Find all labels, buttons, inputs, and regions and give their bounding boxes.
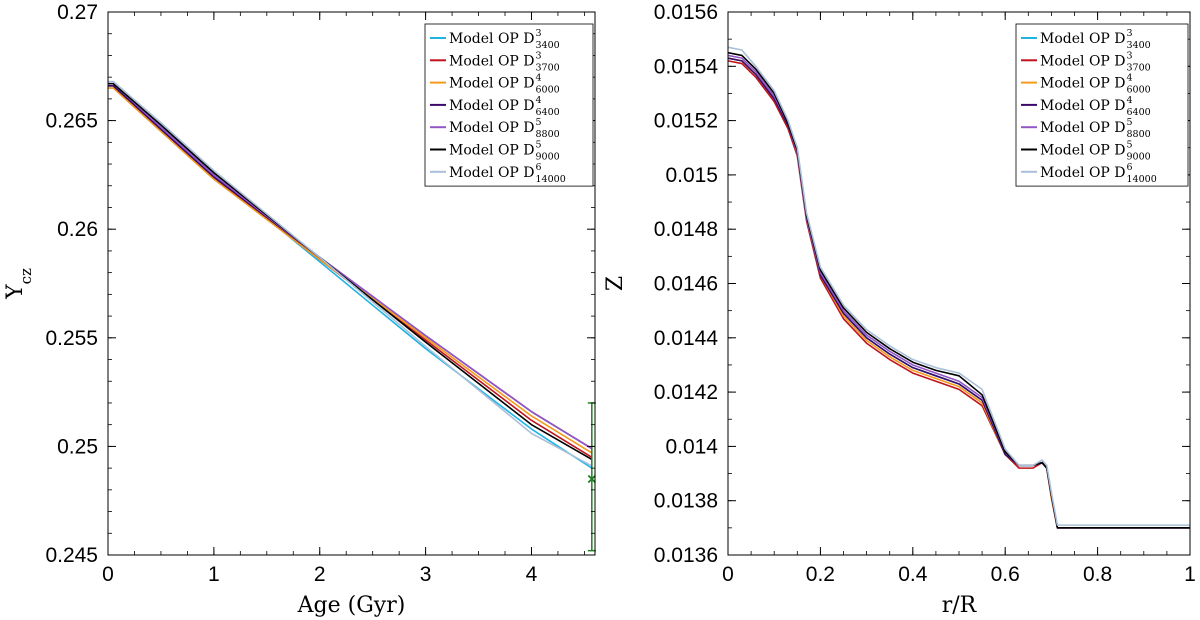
legend-entry-label: Model OP D [1040,98,1126,114]
y-axis-label-subscript: cz [17,268,35,284]
x-tick-label: 0 [722,563,734,586]
legend-entry-label: Model OP D [449,120,535,136]
legend-entry-subscript: 3700 [536,62,560,73]
series-line-6-14000 [728,46,1190,526]
legend-entry-superscript: 4 [1127,73,1133,84]
legend-entry-superscript: 5 [1127,140,1133,151]
y-tick-label: 0.245 [45,544,98,567]
legend-entry-superscript: 3 [536,28,542,39]
legend-entry-subscript: 8800 [536,129,560,140]
y-tick-label: 0.0138 [654,490,718,513]
legend-entry-subscript: 14000 [536,174,566,185]
y-tick-label: 0.0156 [654,1,718,24]
legend-entry-superscript: 5 [1127,117,1133,128]
x-tick-label: 3 [420,563,432,586]
legend-entry-superscript: 4 [536,95,542,106]
y-tick-label: 0.0154 [654,55,719,78]
series-group [108,80,593,469]
legend-entry-superscript: 5 [536,140,542,151]
y-tick-label: 0.27 [57,1,98,24]
legend-box [424,23,594,187]
y-tick-label: 0.0142 [654,381,718,404]
legend-entry-label: Model OP D [449,53,535,69]
x-tick-label: 2 [314,563,326,586]
legend-entry-label: Model OP D [449,76,535,92]
legend-entry-superscript: 3 [1127,28,1133,39]
series-line-6-14000 [108,80,593,467]
legend-entry-superscript: 4 [1127,95,1133,106]
legend-entry-label: Model OP D [449,98,535,114]
legend-entry-superscript: 4 [536,73,542,84]
legend-entry-subscript: 6400 [1127,107,1151,118]
plot-frame [107,11,596,556]
age-helium-chart: 0 1 2 3 4 0.245 0.25 0.255 0.26 0.265 0.27 Age (Gyr… [3,1,596,618]
x-tick-label: 0.2 [806,563,835,586]
legend-entry-superscript: 3 [536,50,542,61]
y-axis-label: Ycz [3,268,35,300]
y-axis-label: Z [603,276,628,291]
y-tick-label: 0.014 [665,435,718,458]
y-tick-label: 0.26 [57,218,98,241]
x-axis-label: r/R [942,593,978,618]
legend-entry-label: Model OP D [1040,143,1126,159]
y-tick-label: 0.0152 [654,110,718,133]
legend-entry-label: Model OP D [449,143,535,159]
legend-entry-superscript: 5 [536,117,542,128]
x-tick-label: 1 [208,563,220,586]
legend-entry-subscript: 6400 [536,107,560,118]
legend-entry-label: Model OP D [449,165,535,181]
y-tick-label: 0.015 [665,164,718,187]
y-tick-label: 0.265 [45,110,98,133]
y-tick-label: 0.0148 [654,218,718,241]
legend-entry-subscript: 14000 [1127,174,1157,185]
y-tick-label: 0.25 [57,435,98,458]
legend-entry-superscript: 6 [536,162,542,173]
legend-entry-superscript: 3 [1127,50,1133,61]
legend-entry-subscript: 8800 [1127,129,1151,140]
legend-entry-label: Model OP D [1040,53,1126,69]
legend-entry-label: Model OP D [1040,76,1126,92]
legend-entry-subscript: 3400 [536,40,560,51]
x-tick-label: 4 [526,563,538,586]
y-tick-label: 0.255 [45,327,98,350]
y-tick-label: 0.0146 [654,273,718,296]
legend-box [1015,23,1189,187]
x-tick-label: 0 [102,563,114,586]
y-tick-label: 0.0136 [654,544,718,567]
legend-entry-subscript: 6000 [1127,85,1151,96]
legend-entry-subscript: 9000 [1127,152,1151,163]
error-bar-marker [587,474,596,484]
legend-entry-subscript: 6000 [536,85,560,96]
radius-metallicity-chart: 0 0.2 0.4 0.6 0.8 1 0.0136 0.0138 0.014 0.0142 0.0… [603,1,1196,618]
legend-entry-subscript: 9000 [536,152,560,163]
legend-entry-label: Model OP D [449,31,535,47]
series-line-5-9000 [108,82,593,461]
x-tick-label: 0.6 [991,563,1020,586]
legend-entry-subscript: 3400 [1127,40,1151,51]
legend-entry-superscript: 6 [1127,162,1133,173]
x-tick-label: 0.8 [1083,563,1112,586]
legend-entry-label: Model OP D [1040,120,1126,136]
series-group [728,46,1190,529]
legend-entry-subscript: 3700 [1127,62,1151,73]
x-axis-label: Age (Gyr) [297,593,406,618]
legend-entry-label: Model OP D [1040,165,1126,181]
x-tick-label: 1 [1184,563,1196,586]
legend-entry-label: Model OP D [1040,31,1126,47]
series-line-4-6000 [108,87,593,454]
x-tick-label: 0.4 [898,563,928,586]
y-tick-label: 0.0144 [654,327,719,350]
